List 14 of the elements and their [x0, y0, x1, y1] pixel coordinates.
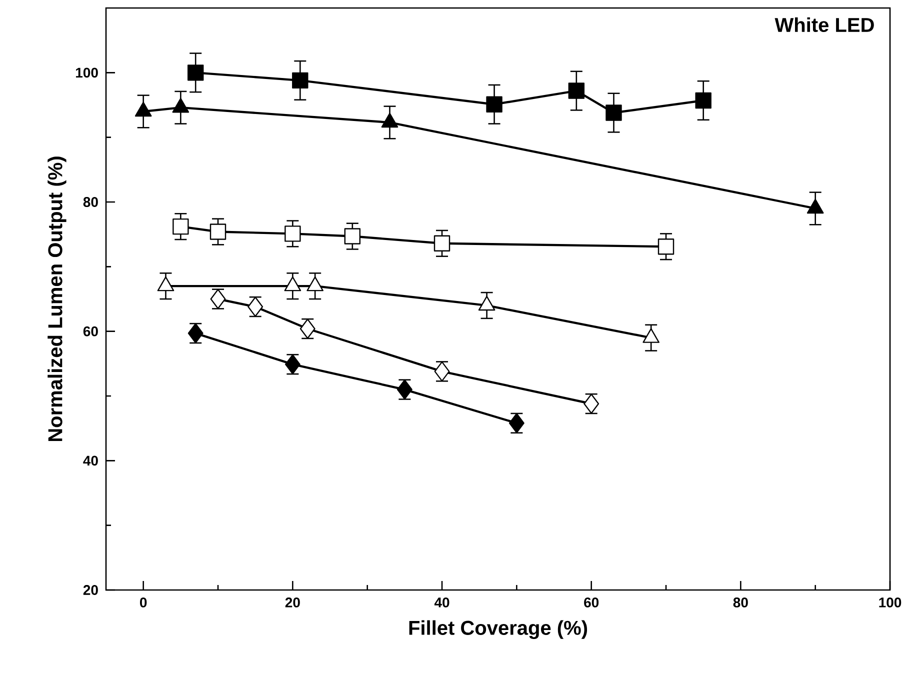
y-tick-label: 100	[76, 68, 98, 78]
x-tick-label: 20	[285, 598, 300, 608]
y-tick-label: 60	[83, 326, 98, 336]
y-tick-label: 40	[83, 456, 98, 466]
x-tick-label: 0	[140, 598, 147, 608]
y-tick-label: 80	[83, 197, 98, 207]
y-tick-label: 20	[83, 585, 98, 595]
x-tick-label: 80	[733, 598, 748, 608]
x-tick-label: 40	[434, 598, 450, 608]
x-tick-label: 100	[879, 598, 902, 608]
x-tick-label: 60	[584, 598, 599, 608]
y-axis-title: Normalized Lumen Output (%)	[48, 156, 66, 441]
x-axis-title: Fillet Coverage (%)	[409, 620, 588, 639]
annotation: White LED	[774, 17, 874, 32]
